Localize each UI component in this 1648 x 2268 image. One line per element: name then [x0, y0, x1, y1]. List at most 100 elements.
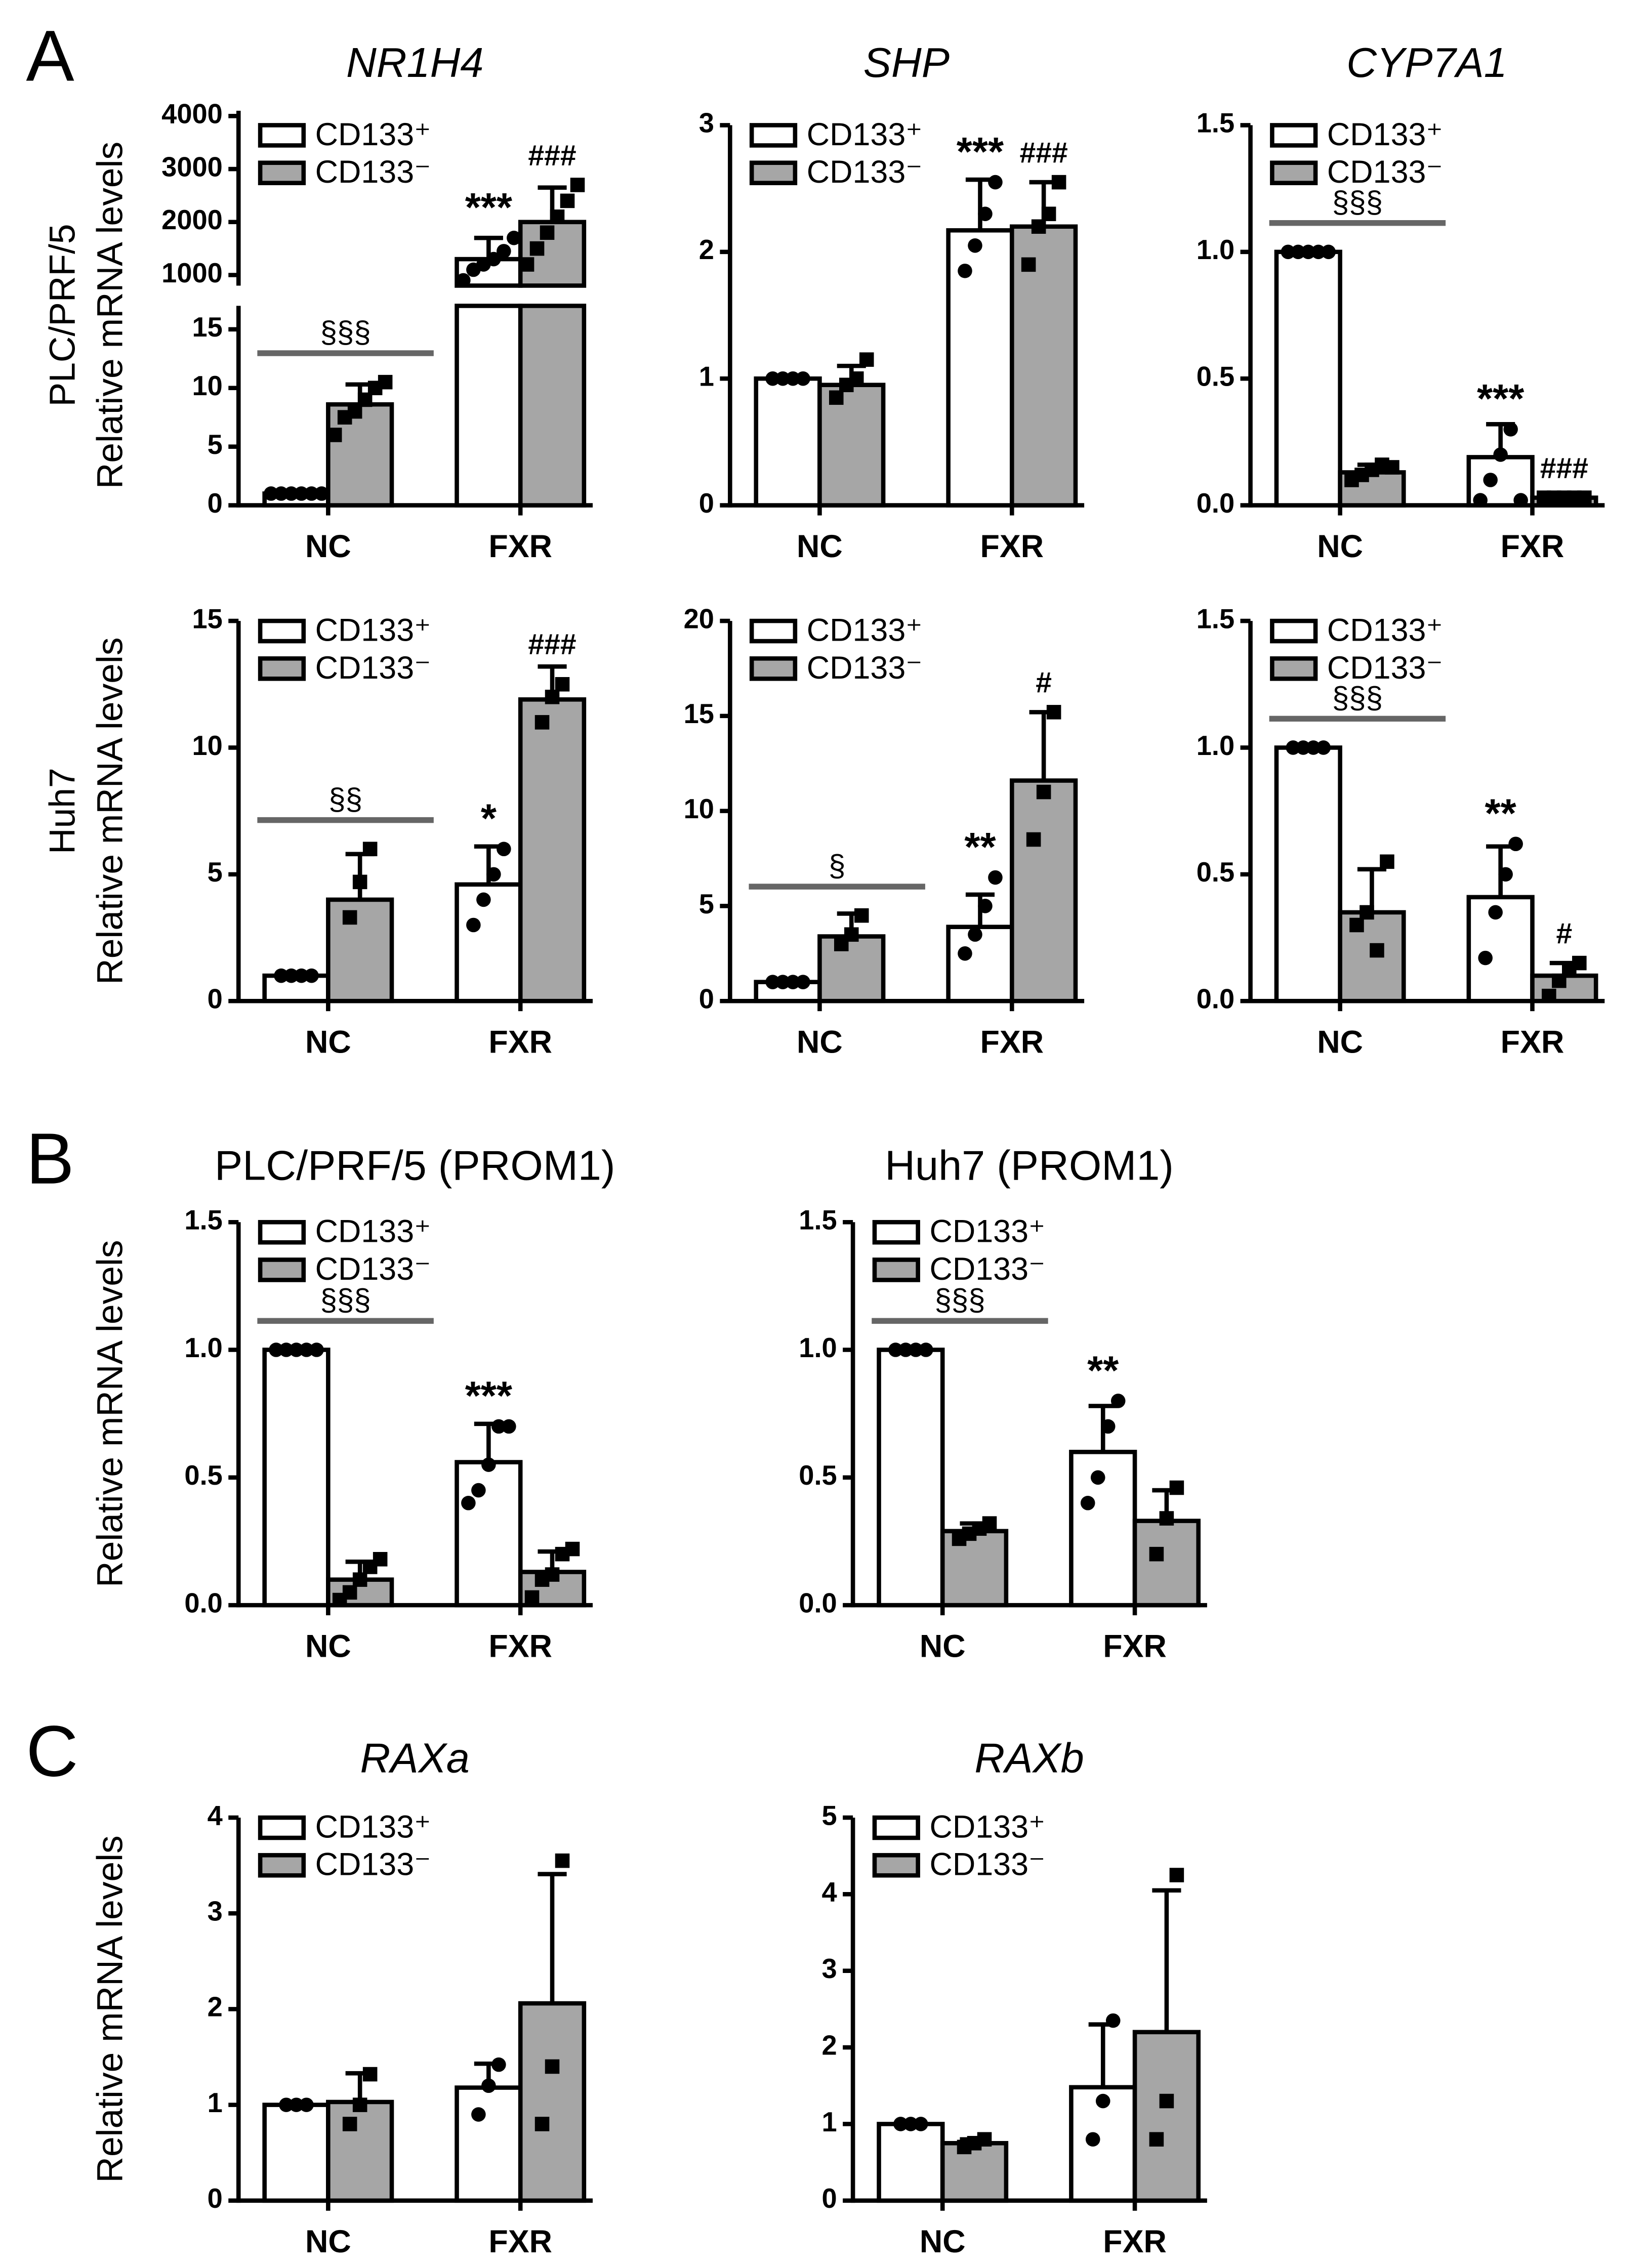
data-point: [555, 1853, 570, 1868]
group-label: §§§: [1332, 681, 1383, 715]
group-label: §§§: [1332, 185, 1383, 219]
data-point: [1359, 905, 1374, 920]
data-point: [342, 2117, 357, 2131]
y-tick-label: 0: [208, 984, 223, 1015]
x-tick-label: FXR: [980, 529, 1044, 564]
y-tick-label: 1.0: [184, 1333, 222, 1363]
panel-label: C: [26, 1711, 78, 1792]
data-point: [1311, 244, 1326, 260]
significance-label: **: [1485, 791, 1517, 836]
data-point: [1493, 447, 1508, 462]
legend-label: CD133⁺: [807, 117, 923, 152]
y-tick-label: 3: [699, 108, 714, 139]
legend-swatch: [872, 1815, 920, 1840]
y-tick-label: 2000: [161, 205, 223, 235]
data-point: [1473, 493, 1488, 508]
x-tick-label: NC: [305, 529, 351, 564]
legend-label: CD133⁻: [807, 650, 923, 686]
data-point: [304, 486, 319, 501]
y-tick-label: 0: [699, 984, 714, 1015]
bar: [518, 697, 587, 1003]
bar: [455, 304, 523, 508]
bar: [877, 1348, 945, 1608]
y-tick-label: 4: [208, 1800, 223, 1831]
y-axis-label: Relative mRNA levels: [90, 1240, 131, 1587]
legend-label: CD133⁺: [807, 613, 923, 648]
data-point: [304, 968, 319, 983]
bar: [326, 2099, 394, 2203]
data-point: [497, 842, 511, 857]
data-point: [796, 371, 810, 386]
data-point: [378, 374, 393, 390]
chart-title: SHP: [863, 39, 950, 86]
data-point: [507, 230, 521, 245]
significance-label: #: [1036, 666, 1052, 699]
y-tick-label: 0.0: [184, 1588, 222, 1618]
y-tick-label: 3000: [161, 152, 223, 182]
legend-label: CD133⁺: [315, 117, 431, 152]
row-label: PLC/PRF/5: [42, 224, 83, 406]
group-label: §: [829, 849, 845, 883]
data-point: [274, 486, 289, 501]
bar: [817, 934, 886, 1003]
data-point: [1169, 1480, 1184, 1495]
data-point: [1349, 917, 1364, 933]
data-point: [481, 1457, 496, 1472]
legend-label: CD133⁻: [929, 1847, 1045, 1882]
bar: [518, 304, 587, 508]
data-point: [1281, 244, 1296, 260]
legend-label: CD133⁻: [315, 650, 431, 686]
y-tick-label: 1: [822, 2107, 837, 2137]
y-tick-label: 5: [208, 430, 223, 460]
x-tick-label: NC: [305, 1025, 351, 1060]
y-tick-label: 5: [822, 1800, 837, 1831]
legend-label: CD133⁺: [315, 1214, 431, 1249]
x-tick-label: NC: [920, 1628, 966, 1664]
significance-label: **: [964, 824, 996, 869]
data-point: [524, 1590, 540, 1605]
y-tick-label: 15: [192, 604, 223, 634]
data-point: [786, 371, 800, 386]
data-point: [471, 1483, 486, 1498]
legend-label: CD133⁻: [1327, 154, 1443, 190]
data-point: [1110, 1394, 1126, 1408]
data-point: [1316, 740, 1331, 755]
data-point: [888, 1342, 903, 1357]
legend-swatch: [258, 1220, 306, 1245]
data-point: [294, 486, 309, 501]
legend-swatch: [872, 1257, 920, 1282]
group-label: §§§: [934, 1283, 985, 1317]
data-point: [775, 975, 790, 989]
data-point: [1149, 1546, 1164, 1562]
y-tick-label: 0.5: [1197, 362, 1234, 392]
y-tick-label: 1: [699, 362, 714, 392]
data-point: [279, 2097, 294, 2112]
data-point: [1306, 740, 1321, 755]
data-point: [486, 251, 501, 267]
bar: [518, 2001, 587, 2203]
legend-swatch: [1270, 618, 1318, 644]
chart-title: Huh7 (PROM1): [885, 1142, 1174, 1189]
legend-label: CD133⁺: [929, 1214, 1045, 1249]
data-point: [309, 1342, 324, 1357]
chart-title: NR1H4: [346, 39, 484, 86]
data-point: [849, 371, 864, 386]
data-point: [1046, 705, 1061, 720]
y-tick-label: 1.0: [1197, 235, 1234, 265]
significance-label: ###: [1019, 137, 1067, 169]
data-point: [968, 238, 982, 253]
data-point: [1291, 244, 1306, 260]
x-tick-label: FXR: [488, 2224, 552, 2259]
data-point: [1149, 2132, 1164, 2147]
data-point: [560, 193, 575, 208]
y-tick-label: 4: [822, 1877, 837, 1908]
y-tick-label: 0: [699, 488, 714, 519]
data-point: [958, 264, 972, 278]
bar: [817, 383, 886, 508]
legend-label: CD133⁻: [929, 1251, 1045, 1287]
legend-swatch: [1270, 123, 1318, 148]
significance-label: ***: [957, 129, 1004, 174]
y-tick-label: 2: [208, 1992, 223, 2023]
